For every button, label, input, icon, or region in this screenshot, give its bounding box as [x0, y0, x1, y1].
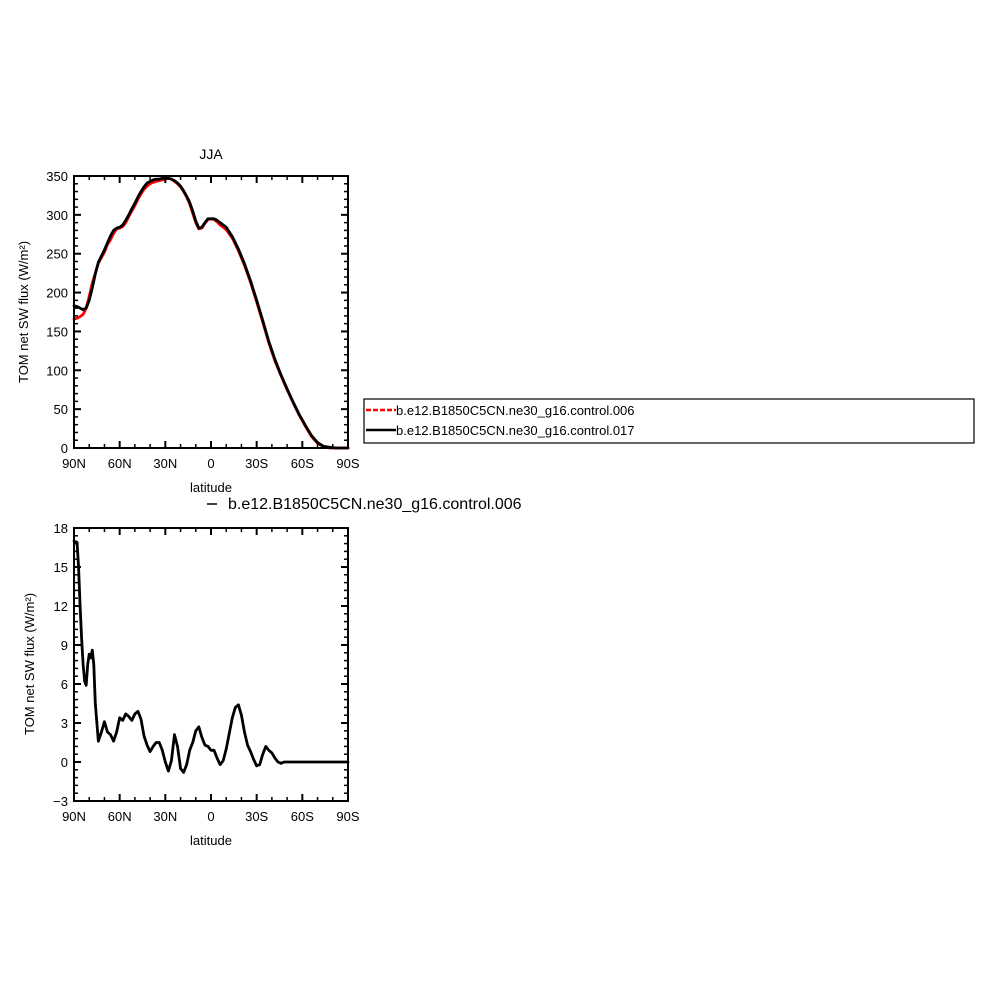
y-tick-label: 9: [61, 638, 68, 653]
x-tick-label: 30N: [153, 456, 177, 471]
panel-top-title: JJA: [199, 146, 223, 162]
y-tick-label: 3: [61, 716, 68, 731]
x-tick-label: 90S: [336, 809, 359, 824]
x-tick-label: 60N: [108, 809, 132, 824]
panel-bottom-y-axis: −3 0 3 6 9 12 15 18: [53, 521, 348, 809]
x-tick-label: 60N: [108, 456, 132, 471]
x-tick-label: 30N: [153, 809, 177, 824]
panel-bottom-xlabel: latitude: [190, 833, 232, 848]
x-tick-label: 90N: [62, 809, 86, 824]
x-tick-label: 60S: [291, 809, 314, 824]
y-tick-label: 250: [46, 247, 68, 262]
y-tick-label: 6: [61, 677, 68, 692]
panel-bottom: 90N 60N 30N 0 30S 60S 90S −3 0 3 6 9 12 15 18 latitud…: [22, 521, 360, 848]
x-tick-label: 90S: [336, 456, 359, 471]
legend-box: [363, 398, 975, 444]
series-line-2: [72, 176, 350, 450]
x-tick-label: 30S: [245, 809, 268, 824]
panel-bottom-ylabel: TOM net SW flux (W/m²): [22, 593, 37, 735]
panel-top: JJA 90N 60N 30N 0 30S 60S 90S 0 50 100 150 200 250 3…: [16, 146, 360, 495]
panel-bottom-series: [72, 539, 350, 774]
y-tick-label: 50: [54, 402, 68, 417]
panel-top-series: [72, 176, 350, 450]
y-tick-label: −3: [53, 794, 68, 809]
y-tick-label: 200: [46, 286, 68, 301]
y-tick-label: 15: [54, 560, 68, 575]
y-tick-label: 0: [61, 755, 68, 770]
y-tick-label: 18: [54, 521, 68, 536]
y-tick-label: 0: [61, 441, 68, 456]
diff-label: b.e12.B1850C5CN.ne30_g16.control.006: [228, 496, 522, 513]
legend-label-006: b.e12.B1850C5CN.ne30_g16.control.006: [396, 403, 635, 418]
legend-label-017: b.e12.B1850C5CN.ne30_g16.control.017: [396, 423, 635, 438]
y-tick-label: 350: [46, 169, 68, 184]
panel-bottom-x-axis: 90N 60N 30N 0 30S 60S 90S: [62, 528, 360, 824]
panel-top-y-axis: 0 50 100 150 200 250 300 350: [46, 169, 348, 456]
panel-top-ylabel: TOM net SW flux (W/m²): [16, 241, 31, 383]
x-tick-label: 30S: [245, 456, 268, 471]
panel-bottom-frame: [73, 527, 349, 802]
panel-top-x-axis: 90N 60N 30N 0 30S 60S 90S: [62, 176, 360, 471]
y-tick-label: 300: [46, 208, 68, 223]
x-tick-label: 60S: [291, 456, 314, 471]
y-tick-label: 100: [46, 363, 68, 378]
y-tick-label: 12: [54, 599, 68, 614]
panel-top-frame: [73, 175, 349, 449]
x-tick-label: 0: [207, 456, 214, 471]
legend: b.e12.B1850C5CN.ne30_g16.control.006 b.e…: [363, 398, 975, 444]
y-tick-label: 150: [46, 324, 68, 339]
series-line-1: [72, 539, 350, 774]
x-tick-label: 0: [207, 809, 214, 824]
x-tick-label: 90N: [62, 456, 86, 471]
panel-top-xlabel: latitude: [190, 480, 232, 495]
